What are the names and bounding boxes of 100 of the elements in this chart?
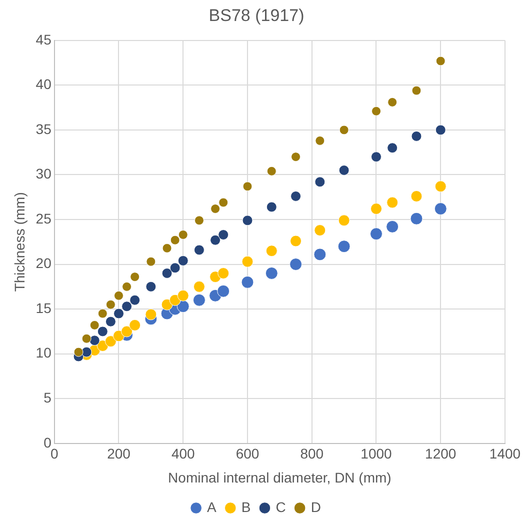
point [218,267,230,279]
point [218,198,228,208]
point [218,229,229,240]
point [162,268,172,278]
point [338,165,350,176]
point [386,196,398,208]
x-tick-label: 1000 [360,446,392,462]
point [410,212,423,225]
point [290,190,302,202]
point [339,125,349,135]
y-tick-label: 5 [44,389,52,406]
point [194,244,204,256]
y-tick-label: 20 [36,255,52,272]
x-tick-label: 400 [171,446,196,462]
x-tick-label: 1200 [425,446,456,462]
point [106,300,116,310]
point [386,220,399,233]
point [192,294,206,306]
point [217,284,230,298]
point [82,334,92,344]
point [178,255,188,266]
y-tick-label: 35 [36,120,52,137]
point [105,316,116,327]
point [370,203,382,215]
y-axis-title: Thickness (mm) [11,192,28,292]
point [114,308,124,319]
point [161,298,173,310]
point [170,262,180,274]
point [177,290,189,302]
legend-label: A [207,498,218,515]
point [338,214,350,226]
point [266,245,278,257]
point [290,235,302,247]
x-tick-label: 1400 [489,446,521,462]
point [371,152,382,162]
point [314,248,326,261]
point [241,276,254,288]
point [266,202,277,212]
point [97,326,108,337]
point [114,290,124,300]
point [410,190,422,202]
point [436,56,446,66]
point [98,308,108,318]
y-tick-label: 40 [36,76,52,92]
point [194,216,204,226]
point [178,230,188,240]
point [130,294,140,306]
x-tick-label: 200 [107,446,131,462]
point [265,266,278,280]
point [130,272,140,282]
point [434,180,446,192]
point [315,136,325,146]
y-tick-label: 0 [44,434,52,450]
point [90,320,100,330]
x-tick-label: 800 [300,446,324,462]
point [170,235,180,245]
point [169,294,181,306]
point [89,335,100,346]
point [372,106,381,116]
point [314,224,326,236]
point [434,202,447,216]
point [388,97,398,107]
legend-label: C [276,498,286,515]
y-tick-label: 25 [36,210,52,226]
point [290,258,302,271]
point [122,301,132,312]
y-tick-label: 30 [36,166,52,182]
point [146,281,156,292]
point [145,308,157,320]
point [162,243,172,253]
point [129,319,141,331]
point [291,152,301,162]
point [122,282,132,292]
y-tick-label: 10 [36,344,52,361]
point [176,300,190,313]
point [435,124,446,136]
point [121,326,133,338]
chart-title: BS78 (1917) [208,6,304,25]
point [81,346,92,358]
point [193,280,205,292]
x-tick-label: 600 [236,446,260,462]
point [266,166,276,176]
point [104,336,116,348]
x-axis-title: Nominal internal diameter, DN (mm) [168,469,392,486]
point [412,86,422,96]
y-tick-label: 45 [36,31,52,48]
legend-label: B [241,498,251,515]
point [210,204,220,214]
y-tick-label: 15 [36,300,52,316]
point [242,182,252,192]
point [242,215,253,226]
legend-label: D [310,498,321,515]
point [74,347,84,357]
point [242,256,254,268]
point [370,228,382,240]
point [338,240,350,253]
point [387,142,398,154]
point [314,176,326,188]
point [411,130,422,142]
point [146,256,156,266]
